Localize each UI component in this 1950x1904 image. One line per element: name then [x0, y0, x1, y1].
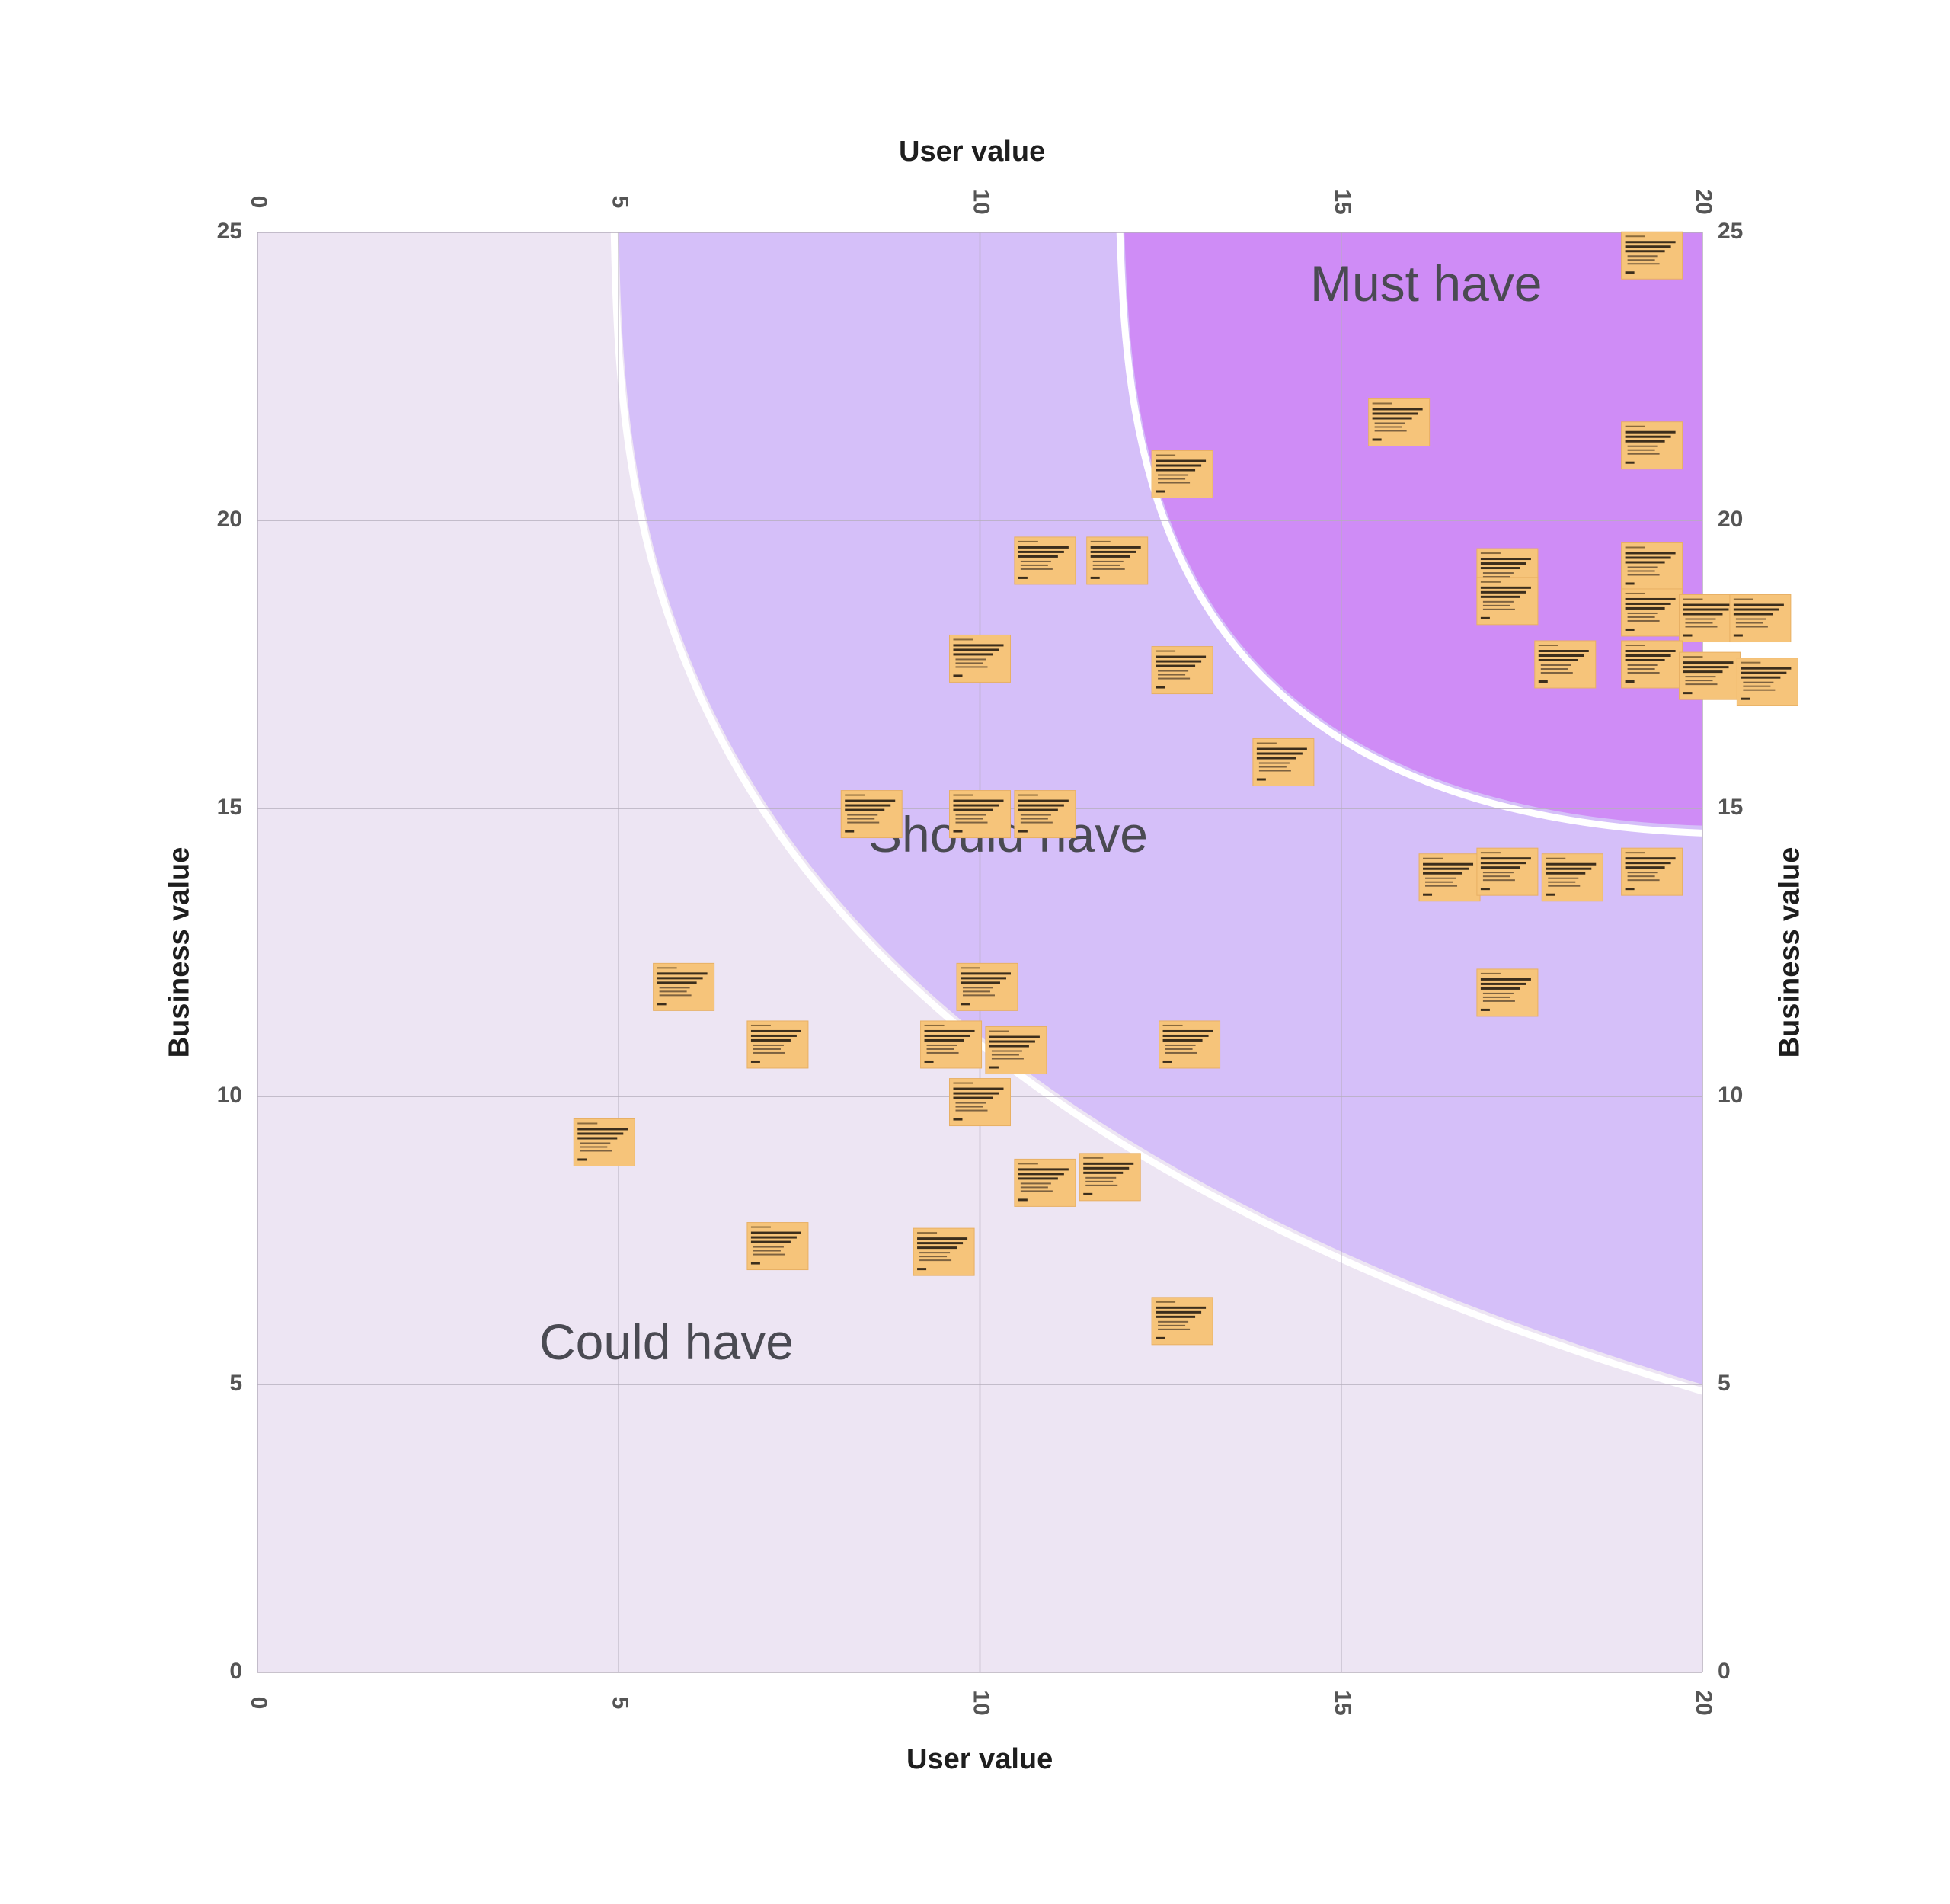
x-tick-label-top-3: 15 [1330, 189, 1355, 214]
sticky-note-20 [949, 790, 1011, 839]
sticky-note-7 [1621, 542, 1683, 590]
sticky-note-30 [920, 1020, 983, 1069]
sticky-note-0 [1621, 231, 1683, 280]
sticky-note-37 [746, 1222, 809, 1271]
y-tick-label-left-3: 15 [217, 795, 242, 820]
y-tick-label-right-0: 0 [1718, 1659, 1731, 1684]
sticky-note-2 [1151, 450, 1213, 499]
zone-boundary-must [1116, 232, 1702, 837]
x-tick-label-top-2: 10 [969, 189, 994, 214]
zone-label-0: Must have [1310, 255, 1542, 312]
sticky-note-9 [1621, 588, 1683, 637]
sticky-note-4 [1014, 536, 1076, 585]
sticky-note-33 [949, 1078, 1011, 1127]
y-tick-label-right-3: 15 [1718, 795, 1743, 820]
sticky-note-29 [746, 1020, 809, 1069]
y-tick-label-left-4: 20 [217, 507, 242, 532]
sticky-note-15 [1621, 640, 1683, 689]
sticky-note-21 [1014, 790, 1076, 839]
sticky-note-35 [1014, 1158, 1076, 1207]
sticky-note-18 [1252, 738, 1315, 787]
sticky-note-3 [1621, 421, 1683, 470]
y-tick-label-left-0: 0 [229, 1659, 242, 1684]
sticky-note-1 [1368, 398, 1431, 446]
y-tick-label-left-5: 25 [217, 219, 242, 244]
y-tick-label-left-1: 5 [229, 1371, 242, 1396]
sticky-note-12 [949, 634, 1011, 683]
sticky-note-38 [913, 1227, 975, 1276]
x-axis-title-bottom: User value [906, 1743, 1053, 1775]
sticky-note-25 [1621, 847, 1683, 896]
sticky-note-26 [653, 962, 715, 1011]
sticky-note-5 [1086, 536, 1149, 585]
sticky-note-28 [1476, 968, 1539, 1017]
sticky-note-39 [1151, 1297, 1213, 1346]
y-tick-label-right-5: 25 [1718, 219, 1743, 244]
x-tick-label-bottom-3: 15 [1330, 1690, 1355, 1715]
x-tick-label-bottom-0: 0 [246, 1697, 271, 1710]
x-tick-label-bottom-1: 5 [607, 1697, 632, 1710]
sticky-note-36 [1079, 1153, 1141, 1202]
x-tick-label-bottom-2: 10 [969, 1690, 994, 1715]
sticky-note-19 [840, 790, 903, 839]
sticky-note-34 [573, 1118, 635, 1166]
y-tick-label-right-2: 10 [1718, 1083, 1743, 1108]
y-axis-title-right: Business value [1773, 846, 1806, 1058]
sticky-note-27 [956, 962, 1018, 1011]
zone-label-2: Could have [539, 1314, 794, 1370]
y-tick-label-right-1: 5 [1718, 1371, 1731, 1396]
sticky-note-16 [1678, 651, 1741, 700]
y-tick-label-left-2: 10 [217, 1083, 242, 1108]
sticky-note-31 [985, 1026, 1047, 1075]
sticky-note-17 [1736, 658, 1798, 706]
sticky-note-23 [1476, 847, 1539, 896]
x-tick-label-top-4: 20 [1691, 189, 1716, 214]
x-axis-title-top: User value [899, 136, 1046, 168]
y-axis-title-left: Business value [163, 846, 196, 1058]
sticky-note-24 [1541, 853, 1603, 902]
sticky-note-22 [1418, 853, 1481, 902]
x-tick-label-top-1: 5 [607, 196, 632, 209]
y-tick-label-right-4: 20 [1718, 507, 1743, 532]
sticky-note-14 [1534, 640, 1597, 689]
sticky-note-8 [1476, 577, 1539, 626]
x-tick-label-bottom-4: 20 [1691, 1690, 1716, 1715]
sticky-note-32 [1159, 1020, 1221, 1069]
x-tick-label-top-0: 0 [246, 196, 271, 209]
sticky-note-11 [1729, 594, 1792, 643]
sticky-note-13 [1151, 646, 1213, 695]
